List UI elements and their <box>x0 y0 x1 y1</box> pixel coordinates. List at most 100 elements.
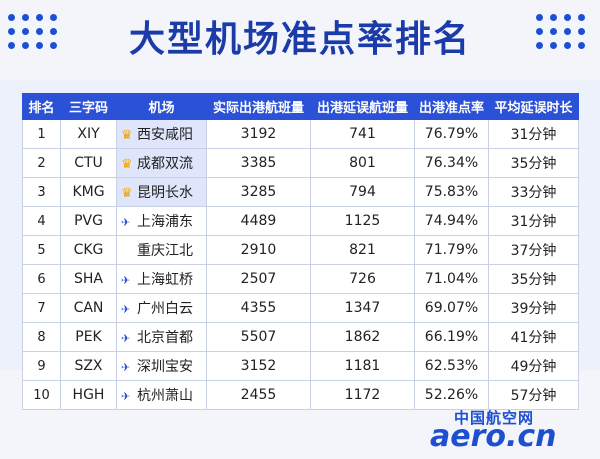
delayed-departures-cell: 1347 <box>310 293 415 323</box>
dot <box>564 42 571 49</box>
dot <box>8 14 15 21</box>
table-body: 1 XIY ♛ 西安咸阳 3192 741 76.79% 31分钟 2 CTU ♛ 成都双流 3385 8… <box>22 119 579 410</box>
code-cell: KMG <box>60 177 117 207</box>
actual-departures-cell: 2910 <box>206 235 311 265</box>
airport-cell: 重庆江北 <box>116 235 207 265</box>
dot <box>550 14 557 21</box>
avg-delay-cell: 31分钟 <box>488 206 579 236</box>
plane-icon: ✈ <box>121 390 131 403</box>
page-title: 大型机场准点率排名 <box>128 19 471 60</box>
actual-departures-cell: 2455 <box>206 380 311 410</box>
rank-cell: 5 <box>22 235 61 265</box>
actual-departures-cell: 4489 <box>206 206 311 236</box>
airport-name: 广州白云 <box>137 301 193 317</box>
table-row: 7 CAN ✈ 广州白云 4355 1347 69.07% 39分钟 <box>22 293 579 323</box>
code-cell: SZX <box>60 351 117 381</box>
airport-name: 重庆江北 <box>137 243 193 259</box>
airport-cell: ♛ 西安咸阳 <box>116 119 207 149</box>
rank-cell: 4 <box>22 206 61 236</box>
avg-delay-cell: 39分钟 <box>488 293 579 323</box>
on-time-rate-cell: 62.53% <box>414 351 489 381</box>
dot <box>8 42 15 49</box>
delayed-departures-cell: 1862 <box>310 322 415 352</box>
delayed-departures-cell: 801 <box>310 148 415 178</box>
code-cell: CAN <box>60 293 117 323</box>
table-row: 10 HGH ✈ 杭州萧山 2455 1172 52.26% 57分钟 <box>22 380 579 410</box>
logo-cn-text: 中国航空网 <box>454 409 535 427</box>
airport-cell: ✈ 广州白云 <box>116 293 207 323</box>
table-row: 3 KMG ♛ 昆明长水 3285 794 75.83% 33分钟 <box>22 177 579 207</box>
code-cell: CKG <box>60 235 117 265</box>
table-row: 4 PVG ✈ 上海浦东 4489 1125 74.94% 31分钟 <box>22 206 579 236</box>
on-time-rate-cell: 71.79% <box>414 235 489 265</box>
on-time-rate-cell: 71.04% <box>414 264 489 294</box>
airport-name: 北京首都 <box>137 330 193 346</box>
plane-icon: ✈ <box>121 303 131 316</box>
avg-delay-cell: 49分钟 <box>488 351 579 381</box>
dot <box>8 28 15 35</box>
airport-cell: ✈ 北京首都 <box>116 322 207 352</box>
avg-delay-cell: 35分钟 <box>488 264 579 294</box>
avg-delay-cell: 41分钟 <box>488 322 579 352</box>
airport-cell: ✈ 杭州萧山 <box>116 380 207 410</box>
plane-icon: ✈ <box>121 216 131 229</box>
header-delayed-departures: 出港延误航班量 <box>310 93 415 120</box>
dot <box>50 42 57 49</box>
dot <box>550 28 557 35</box>
airport-cell: ✈ 上海虹桥 <box>116 264 207 294</box>
on-time-rate-cell: 69.07% <box>414 293 489 323</box>
actual-departures-cell: 3192 <box>206 119 311 149</box>
airport-name: 昆明长水 <box>137 185 193 201</box>
airport-cell: ♛ 成都双流 <box>116 148 207 178</box>
decorative-dots-right <box>536 14 592 56</box>
code-cell: CTU <box>60 148 117 178</box>
dot <box>22 28 29 35</box>
crown-icon: ♛ <box>121 128 133 143</box>
header-airport: 机场 <box>116 93 207 120</box>
header-on-time-rate: 出港准点率 <box>414 93 489 120</box>
ranking-table: 排名 三字码 机场 实际出港航班量 出港延误航班量 出港准点率 平均延误时长 1… <box>22 93 579 410</box>
rank-cell: 8 <box>22 322 61 352</box>
dot <box>550 42 557 49</box>
dot <box>564 28 571 35</box>
logo-en-text: aero.cn <box>430 419 557 454</box>
avg-delay-cell: 35分钟 <box>488 148 579 178</box>
airport-cell: ✈ 上海浦东 <box>116 206 207 236</box>
dot <box>50 14 57 21</box>
on-time-rate-cell: 52.26% <box>414 380 489 410</box>
ranking-table-container: 排名 三字码 机场 实际出港航班量 出港延误航班量 出港准点率 平均延误时长 1… <box>22 93 579 410</box>
on-time-rate-cell: 75.83% <box>414 177 489 207</box>
dot <box>36 28 43 35</box>
rank-cell: 3 <box>22 177 61 207</box>
dot <box>578 28 585 35</box>
on-time-rate-cell: 66.19% <box>414 322 489 352</box>
avg-delay-cell: 57分钟 <box>488 380 579 410</box>
on-time-rate-cell: 74.94% <box>414 206 489 236</box>
code-cell: XIY <box>60 119 117 149</box>
airport-name: 成都双流 <box>137 156 193 172</box>
actual-departures-cell: 3152 <box>206 351 311 381</box>
avg-delay-cell: 33分钟 <box>488 177 579 207</box>
actual-departures-cell: 2507 <box>206 264 311 294</box>
table-row: 6 SHA ✈ 上海虹桥 2507 726 71.04% 35分钟 <box>22 264 579 294</box>
delayed-departures-cell: 821 <box>310 235 415 265</box>
dot <box>564 14 571 21</box>
header-actual-departures: 实际出港航班量 <box>206 93 311 120</box>
dot <box>50 28 57 35</box>
table-row: 2 CTU ♛ 成都双流 3385 801 76.34% 35分钟 <box>22 148 579 178</box>
avg-delay-cell: 31分钟 <box>488 119 579 149</box>
dot <box>536 42 543 49</box>
actual-departures-cell: 3385 <box>206 148 311 178</box>
actual-departures-cell: 4355 <box>206 293 311 323</box>
airport-name: 上海虹桥 <box>137 272 193 288</box>
crown-icon: ♛ <box>121 186 133 201</box>
actual-departures-cell: 5507 <box>206 322 311 352</box>
dot <box>22 14 29 21</box>
table-row: 8 PEK ✈ 北京首都 5507 1862 66.19% 41分钟 <box>22 322 579 352</box>
delayed-departures-cell: 1125 <box>310 206 415 236</box>
airport-cell: ✈ 深圳宝安 <box>116 351 207 381</box>
dot <box>536 28 543 35</box>
table-row: 1 XIY ♛ 西安咸阳 3192 741 76.79% 31分钟 <box>22 119 579 149</box>
dot <box>36 14 43 21</box>
table-row: 5 CKG 重庆江北 2910 821 71.79% 37分钟 <box>22 235 579 265</box>
